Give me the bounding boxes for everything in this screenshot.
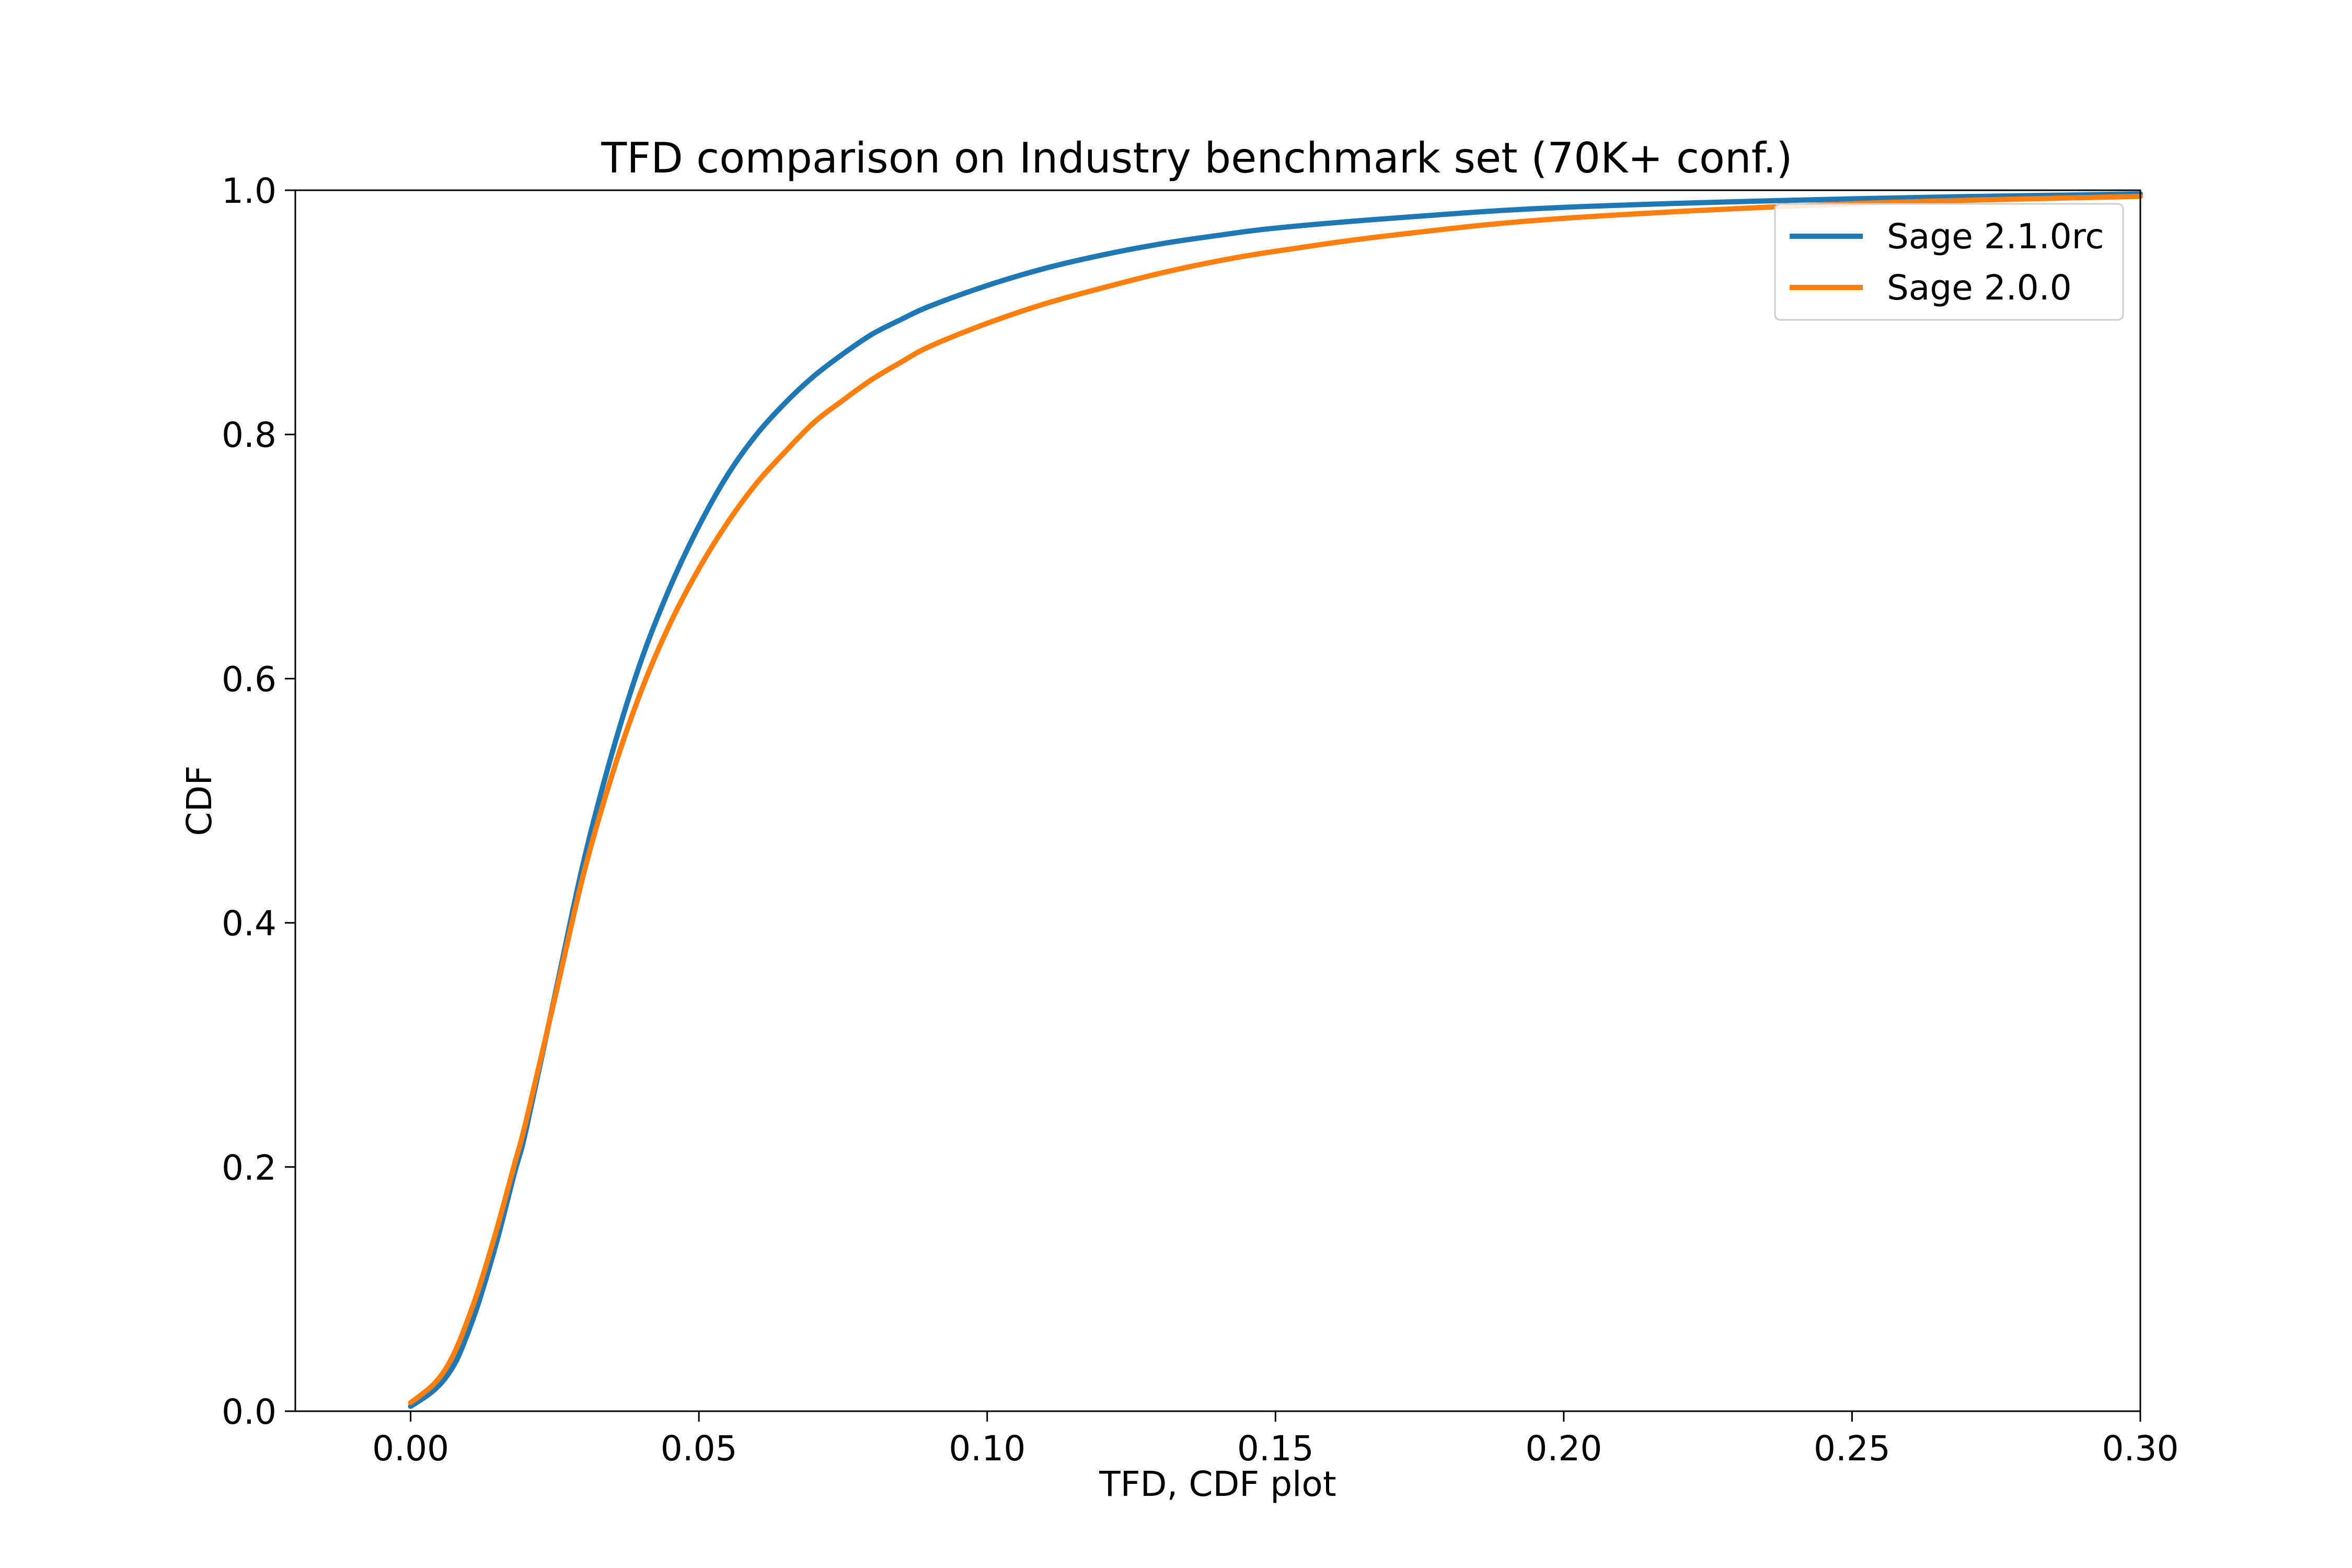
x-tick-label: 0.15 [1237,1428,1314,1469]
legend-label-sage-2-0-0: Sage 2.0.0 [1887,268,2072,308]
y-tick-label: 0.4 [222,904,276,944]
x-tick-label: 0.05 [661,1428,737,1469]
plot-frame [294,189,2141,1412]
x-tick-label: 0.10 [949,1428,1025,1469]
x-tick-label: 0.25 [1814,1428,1890,1469]
legend: Sage 2.1.0rc Sage 2.0.0 [1774,203,2124,321]
series-line-sage-2-0-0 [408,193,2143,1405]
x-tick-label: 0.20 [1525,1428,1602,1469]
x-axis-ticks: 0.00 0.05 0.10 0.15 0.20 0.25 0.30 [372,1411,2178,1469]
y-tick-label: 0.0 [222,1392,276,1432]
series-layer [408,191,2143,1409]
x-tick-label: 0.00 [372,1428,449,1469]
y-tick-label: 0.2 [222,1148,276,1188]
plot-area [294,189,2143,1412]
legend-box [1774,203,2124,321]
y-tick-label: 0.6 [222,659,276,699]
y-tick-label: 1.0 [222,171,276,211]
series-line-sage-2-1-0rc [408,191,2143,1409]
plot-background [295,190,2140,1411]
y-tick-label: 0.8 [222,415,276,455]
y-axis-label: CDF [179,766,220,836]
x-tick-label: 0.30 [2102,1428,2179,1469]
legend-label-sage-2-1-0rc: Sage 2.1.0rc [1887,216,2104,257]
x-axis-label: TFD, CDF plot [1099,1464,1336,1504]
chart-title: TFD comparison on Industry benchmark set… [601,134,1792,182]
y-axis-ticks: 0.0 0.2 0.4 0.6 0.8 1.0 [222,171,295,1432]
